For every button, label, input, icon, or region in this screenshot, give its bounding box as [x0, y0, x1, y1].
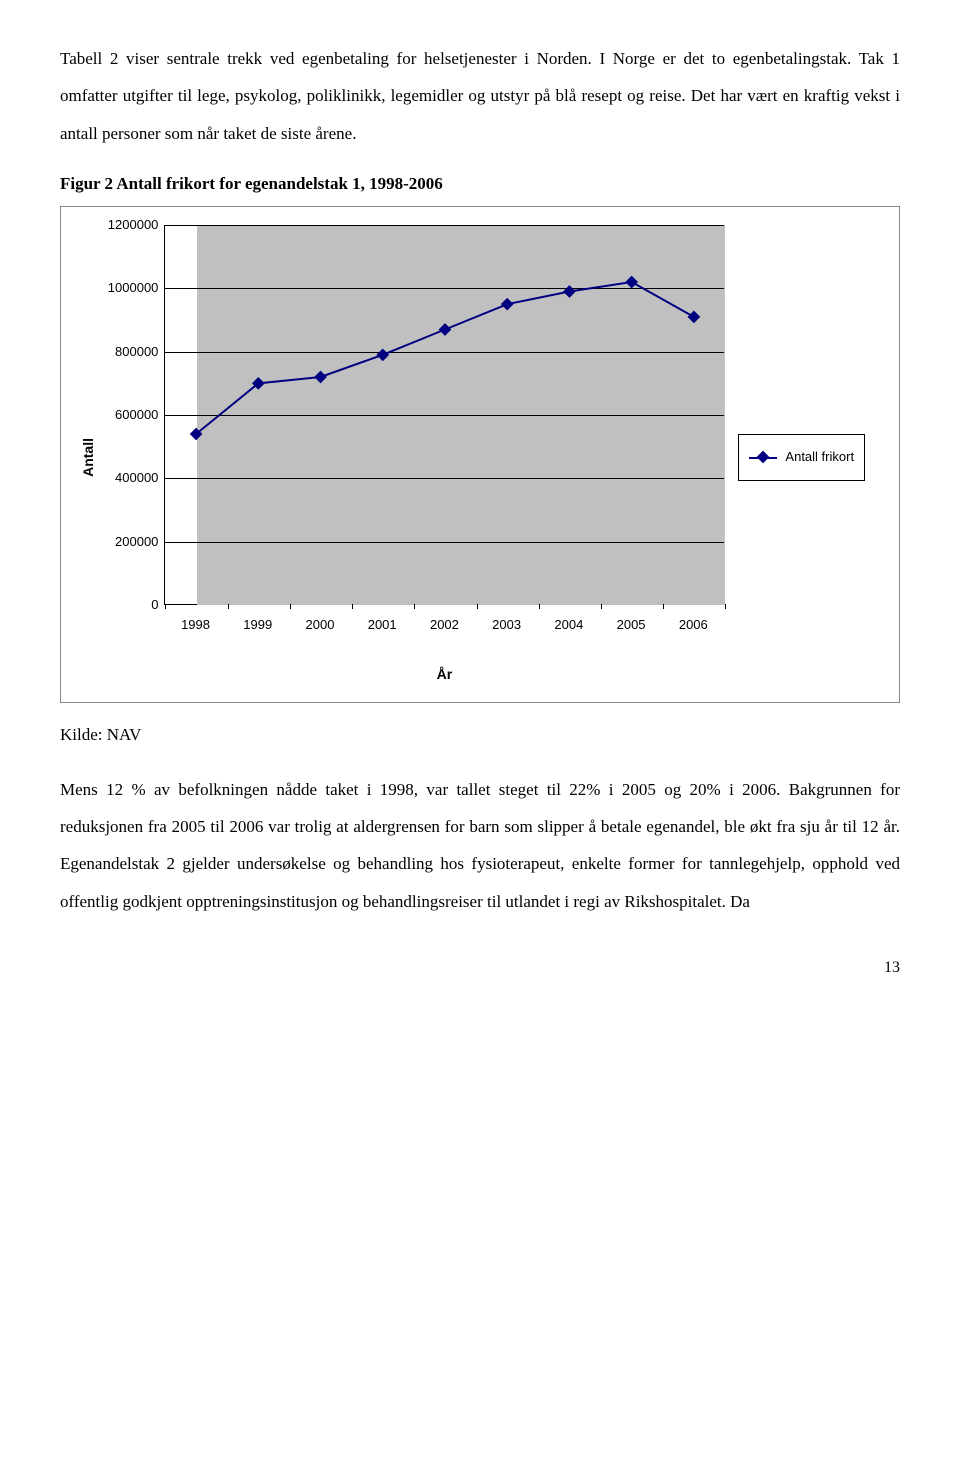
x-tick-label: 1998 [181, 611, 210, 640]
x-tick-label: 2001 [368, 611, 397, 640]
intro-paragraph: Tabell 2 viser sentrale trekk ved egenbe… [60, 40, 900, 152]
chart-plot-area [164, 225, 724, 605]
body-paragraph: Mens 12 % av befolkningen nådde taket i … [60, 771, 900, 921]
chart-container: Antall 120000010000008000006000004000002… [60, 206, 900, 703]
chart-source: Kilde: NAV [60, 723, 900, 747]
y-axis-label: Antall [73, 438, 104, 477]
x-tick-label: 2000 [306, 611, 335, 640]
x-tick-label: 2003 [492, 611, 521, 640]
figure-title: Figur 2 Antall frikort for egenandelstak… [60, 172, 900, 196]
x-tick-label: 2005 [617, 611, 646, 640]
legend-swatch [749, 450, 777, 464]
x-tick-label: 1999 [243, 611, 272, 640]
x-tick-label: 2006 [679, 611, 708, 640]
x-tick-label: 2004 [554, 611, 583, 640]
y-axis-ticks: 120000010000008000006000004000002000000 [108, 225, 165, 605]
x-tick-label: 2002 [430, 611, 459, 640]
x-axis-label: År [164, 659, 724, 690]
x-axis-ticks: 199819992000200120022003200420052006 [164, 611, 724, 629]
chart-series [165, 225, 725, 605]
chart-legend: Antall frikort [738, 434, 865, 481]
legend-label: Antall frikort [785, 443, 854, 472]
page-number: 13 [60, 950, 900, 985]
